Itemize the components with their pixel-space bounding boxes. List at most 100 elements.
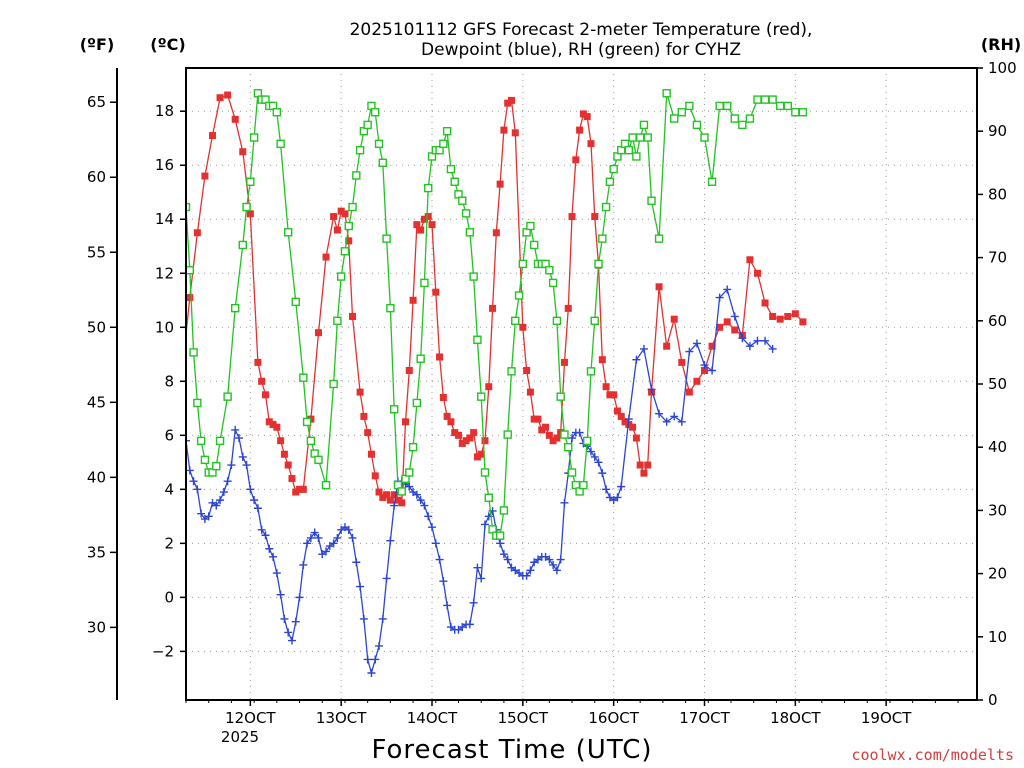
- temperature-point: [723, 318, 731, 326]
- dewpoint-point: [371, 655, 380, 664]
- rh-tick-label: 100: [988, 59, 1017, 77]
- gridlines: [186, 68, 977, 700]
- dewpoint-point: [261, 531, 270, 540]
- rh-point: [355, 145, 365, 155]
- dewpoint-point: [356, 582, 365, 591]
- rh-point: [450, 177, 459, 186]
- temperature-point: [606, 391, 614, 399]
- rh-axis-title: (RH): [981, 35, 1021, 54]
- rh-point: [670, 114, 679, 123]
- dewpoint-point: [253, 504, 262, 513]
- dewpoint-point: [295, 593, 304, 602]
- dewpoint-point: [359, 614, 368, 623]
- fahrenheit-tick-label: 40: [87, 468, 106, 486]
- temperature-point: [314, 329, 322, 337]
- temperature-point: [454, 431, 462, 439]
- temperature-point: [485, 383, 493, 391]
- rh-point: [193, 398, 202, 408]
- dewpoint-point: [227, 461, 236, 470]
- x-tick-label: 15OCT: [498, 709, 549, 727]
- dewpoint-point: [753, 336, 762, 345]
- temperature-line: [186, 94, 804, 505]
- dewpoint-point: [700, 361, 709, 370]
- temperature-point: [481, 437, 489, 445]
- dewpoint-point: [216, 496, 225, 505]
- dewpoint-point: [639, 344, 648, 353]
- temperature-point: [670, 315, 678, 323]
- rh-point: [231, 303, 240, 313]
- rh-point: [238, 240, 247, 250]
- dewpoint-point: [257, 525, 266, 534]
- rh-point: [730, 114, 739, 123]
- temperature-point: [224, 91, 232, 99]
- temperature-point: [322, 253, 330, 261]
- dewpoint-point: [435, 555, 444, 564]
- dewpoint-point: [761, 336, 770, 345]
- rh-point: [329, 379, 338, 389]
- rh-point: [299, 373, 308, 382]
- temperature-point: [292, 488, 300, 496]
- celsius-tick-label: 2: [164, 534, 174, 552]
- rh-point: [424, 183, 433, 193]
- temperature-point: [507, 96, 515, 104]
- temperature-point: [420, 215, 428, 223]
- temperature-point: [538, 426, 546, 434]
- rh-point: [643, 133, 652, 142]
- temperature-point: [216, 94, 224, 102]
- dewpoint-point: [768, 344, 777, 353]
- rh-point: [352, 171, 361, 180]
- rh-point: [186, 266, 194, 275]
- temperature-point: [568, 213, 576, 221]
- fahrenheit-tick-label: 45: [87, 393, 106, 411]
- rh-point: [389, 405, 399, 414]
- rh-point: [446, 164, 456, 174]
- dewpoint-point: [469, 598, 478, 607]
- temperature-point: [367, 450, 375, 458]
- rh-point: [632, 152, 641, 161]
- rh-point: [598, 234, 607, 243]
- rh-point: [484, 493, 493, 502]
- dewpoint-point: [291, 617, 300, 626]
- dewpoint-point: [276, 590, 285, 599]
- rh-point: [465, 228, 475, 237]
- temperature-point: [523, 366, 531, 374]
- celsius-tick-label: 16: [155, 156, 174, 174]
- rh-tick-label: 70: [988, 249, 1007, 267]
- celsius-tick-label: −2: [152, 642, 174, 660]
- dewpoint-point: [560, 498, 569, 507]
- dewpoint-point: [575, 428, 584, 437]
- rh-point: [397, 487, 406, 496]
- dewpoint-point: [522, 571, 531, 580]
- celsius-tick-label: 4: [164, 480, 174, 498]
- fahrenheit-tick-label: 30: [87, 618, 106, 636]
- x-tick-label: 14OCT: [407, 709, 458, 727]
- rh-point: [775, 101, 785, 111]
- rh-point: [374, 139, 384, 149]
- dewpoint-point: [223, 477, 232, 486]
- rh-point: [442, 126, 452, 136]
- rh-point: [783, 101, 792, 111]
- temperature-point: [560, 358, 568, 366]
- temperature-point: [477, 450, 485, 458]
- dewpoint-point: [439, 577, 448, 586]
- rh-point: [692, 120, 702, 130]
- dewpoint-point: [231, 425, 240, 434]
- rh-point: [420, 278, 429, 288]
- temperature-point: [583, 113, 591, 121]
- temperature-point: [617, 412, 625, 420]
- temperature-point: [470, 429, 478, 437]
- rh-point: [242, 202, 251, 212]
- temperature-point: [341, 210, 349, 218]
- rh-point: [624, 145, 634, 155]
- credit-link[interactable]: coolwx.com/modelts: [851, 746, 1014, 764]
- temperature-point: [466, 434, 474, 442]
- dewpoint-point: [477, 574, 486, 583]
- temperature-point: [447, 418, 455, 426]
- dewpoint-point: [496, 539, 505, 548]
- temperature-point: [640, 469, 648, 477]
- temperature-point: [753, 269, 761, 277]
- rh-tick-label: 60: [988, 312, 1007, 330]
- celsius-tick-label: 18: [155, 102, 174, 120]
- temperature-point: [277, 437, 285, 445]
